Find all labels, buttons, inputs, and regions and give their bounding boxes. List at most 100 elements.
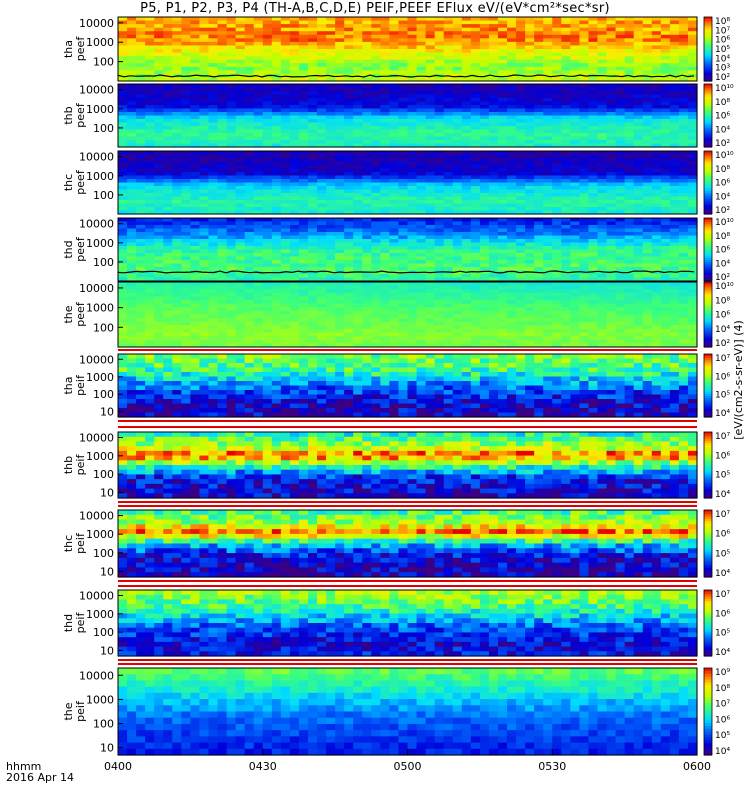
spectrogram-cell <box>344 277 354 282</box>
spectrogram-cell <box>461 91 472 96</box>
spectrogram-cell <box>389 179 400 184</box>
spectrogram-cell <box>280 289 291 294</box>
spectrogram-cell <box>425 221 436 226</box>
spectrogram-cell <box>298 225 309 230</box>
spectrogram-cell <box>380 225 391 230</box>
spectrogram-cell <box>470 87 481 92</box>
spectrogram-cell <box>570 207 580 212</box>
spectrogram-cell <box>371 210 381 215</box>
spectrogram-cell <box>687 66 698 71</box>
spectrogram-cell <box>380 200 391 205</box>
spectrogram-cell <box>253 179 264 184</box>
spectrogram-cell <box>507 179 517 184</box>
spectrogram-cell <box>154 122 164 127</box>
spectrogram-cell <box>443 45 454 50</box>
spectrogram-cell <box>217 59 228 64</box>
spectrogram-cell <box>407 289 418 294</box>
spectrogram-cell <box>208 161 219 166</box>
spectrogram-cell <box>289 20 300 25</box>
spectrogram-cell <box>497 253 508 258</box>
spectrogram-cell <box>416 235 427 240</box>
spectrogram-cell <box>452 56 463 61</box>
spectrogram-cell <box>497 179 508 184</box>
spectrogram-cell <box>470 182 481 187</box>
spectrogram-cell <box>362 45 372 50</box>
spectrogram-cell <box>344 140 354 145</box>
spectrogram-cell <box>253 119 264 124</box>
spectrogram-cell <box>307 24 318 29</box>
spectrogram-cell <box>507 270 517 275</box>
spectrogram-cell <box>271 161 282 166</box>
spectrogram-cell <box>479 56 490 61</box>
spectrogram-cell <box>651 196 662 201</box>
spectrogram-cell <box>326 126 336 131</box>
spectrogram-cell <box>516 189 526 194</box>
spectrogram-cell <box>624 115 635 120</box>
spectrogram-cell <box>443 31 454 36</box>
spectrogram-cell <box>208 200 219 205</box>
spectrogram-cell <box>425 126 436 131</box>
spectrogram-cell <box>543 101 553 106</box>
spectrogram-cell <box>380 158 391 163</box>
spectrogram-cell <box>516 70 526 75</box>
spectrogram-cell <box>172 56 182 61</box>
spectrogram-cell <box>289 282 300 287</box>
spectrogram-cell <box>344 38 354 43</box>
spectrogram-cell <box>443 66 454 71</box>
spectrogram-cell <box>516 129 526 134</box>
spectrogram-cell <box>317 119 327 124</box>
spectrogram-cell <box>624 218 635 223</box>
colorbar-step <box>704 153 712 156</box>
spectrogram-cell <box>380 20 391 25</box>
spectrogram-cell <box>479 59 490 64</box>
spectrogram-cell <box>434 59 445 64</box>
spectrogram-cell <box>624 52 635 57</box>
spectrogram-cell <box>615 49 626 54</box>
spectrogram-cell <box>479 203 490 208</box>
spectrogram-cell <box>280 161 291 166</box>
spectrogram-cell <box>208 112 219 117</box>
colorbar-frame <box>703 217 713 282</box>
spectrogram-cell <box>488 289 499 294</box>
spectrogram-cell <box>136 108 146 113</box>
spectrogram-cell <box>443 193 454 198</box>
colorbar-step <box>704 111 712 114</box>
spectrogram-cell <box>262 207 273 212</box>
spectrogram-cell <box>561 235 571 240</box>
spectrogram-cell <box>353 193 363 198</box>
colorbar-step <box>704 78 712 82</box>
spectrogram-cell <box>660 24 671 29</box>
spectrogram-cell <box>552 115 562 120</box>
spectrogram-cell <box>181 63 191 68</box>
spectrogram-cell <box>534 94 544 99</box>
spectrogram-cell <box>507 87 517 92</box>
spectrogram-cell <box>226 126 237 131</box>
spectrogram-cell <box>289 263 300 268</box>
spectrogram-cell <box>398 253 409 258</box>
spectrogram-cell <box>470 49 481 54</box>
spectrogram-cell <box>479 91 490 96</box>
spectrogram-cell <box>163 112 173 117</box>
spectrogram-cell <box>461 66 472 71</box>
spectrogram-cell <box>172 193 182 198</box>
spectrogram-cell <box>534 189 544 194</box>
spectrogram-cell <box>615 45 626 50</box>
spectrogram-cell <box>244 34 255 39</box>
spectrogram-cell <box>461 175 472 180</box>
spectrogram-cell <box>307 218 318 223</box>
spectrogram-cell <box>470 52 481 57</box>
spectrogram-cell <box>443 122 454 127</box>
spectrogram-cell <box>335 38 345 43</box>
spectrogram-cell <box>416 45 427 50</box>
spectrogram-cell <box>660 63 671 68</box>
spectrogram-cell <box>407 20 418 25</box>
spectrogram-cell <box>271 38 282 43</box>
spectrogram-cell <box>416 24 427 29</box>
spectrogram-cell <box>371 108 381 113</box>
spectrogram-cell <box>497 263 508 268</box>
spectrogram-cell <box>398 56 409 61</box>
spectrogram-cell <box>154 168 164 173</box>
spectrogram-cell <box>507 154 517 159</box>
spectrogram-cell <box>624 225 635 230</box>
spectrogram-cell <box>145 112 155 117</box>
